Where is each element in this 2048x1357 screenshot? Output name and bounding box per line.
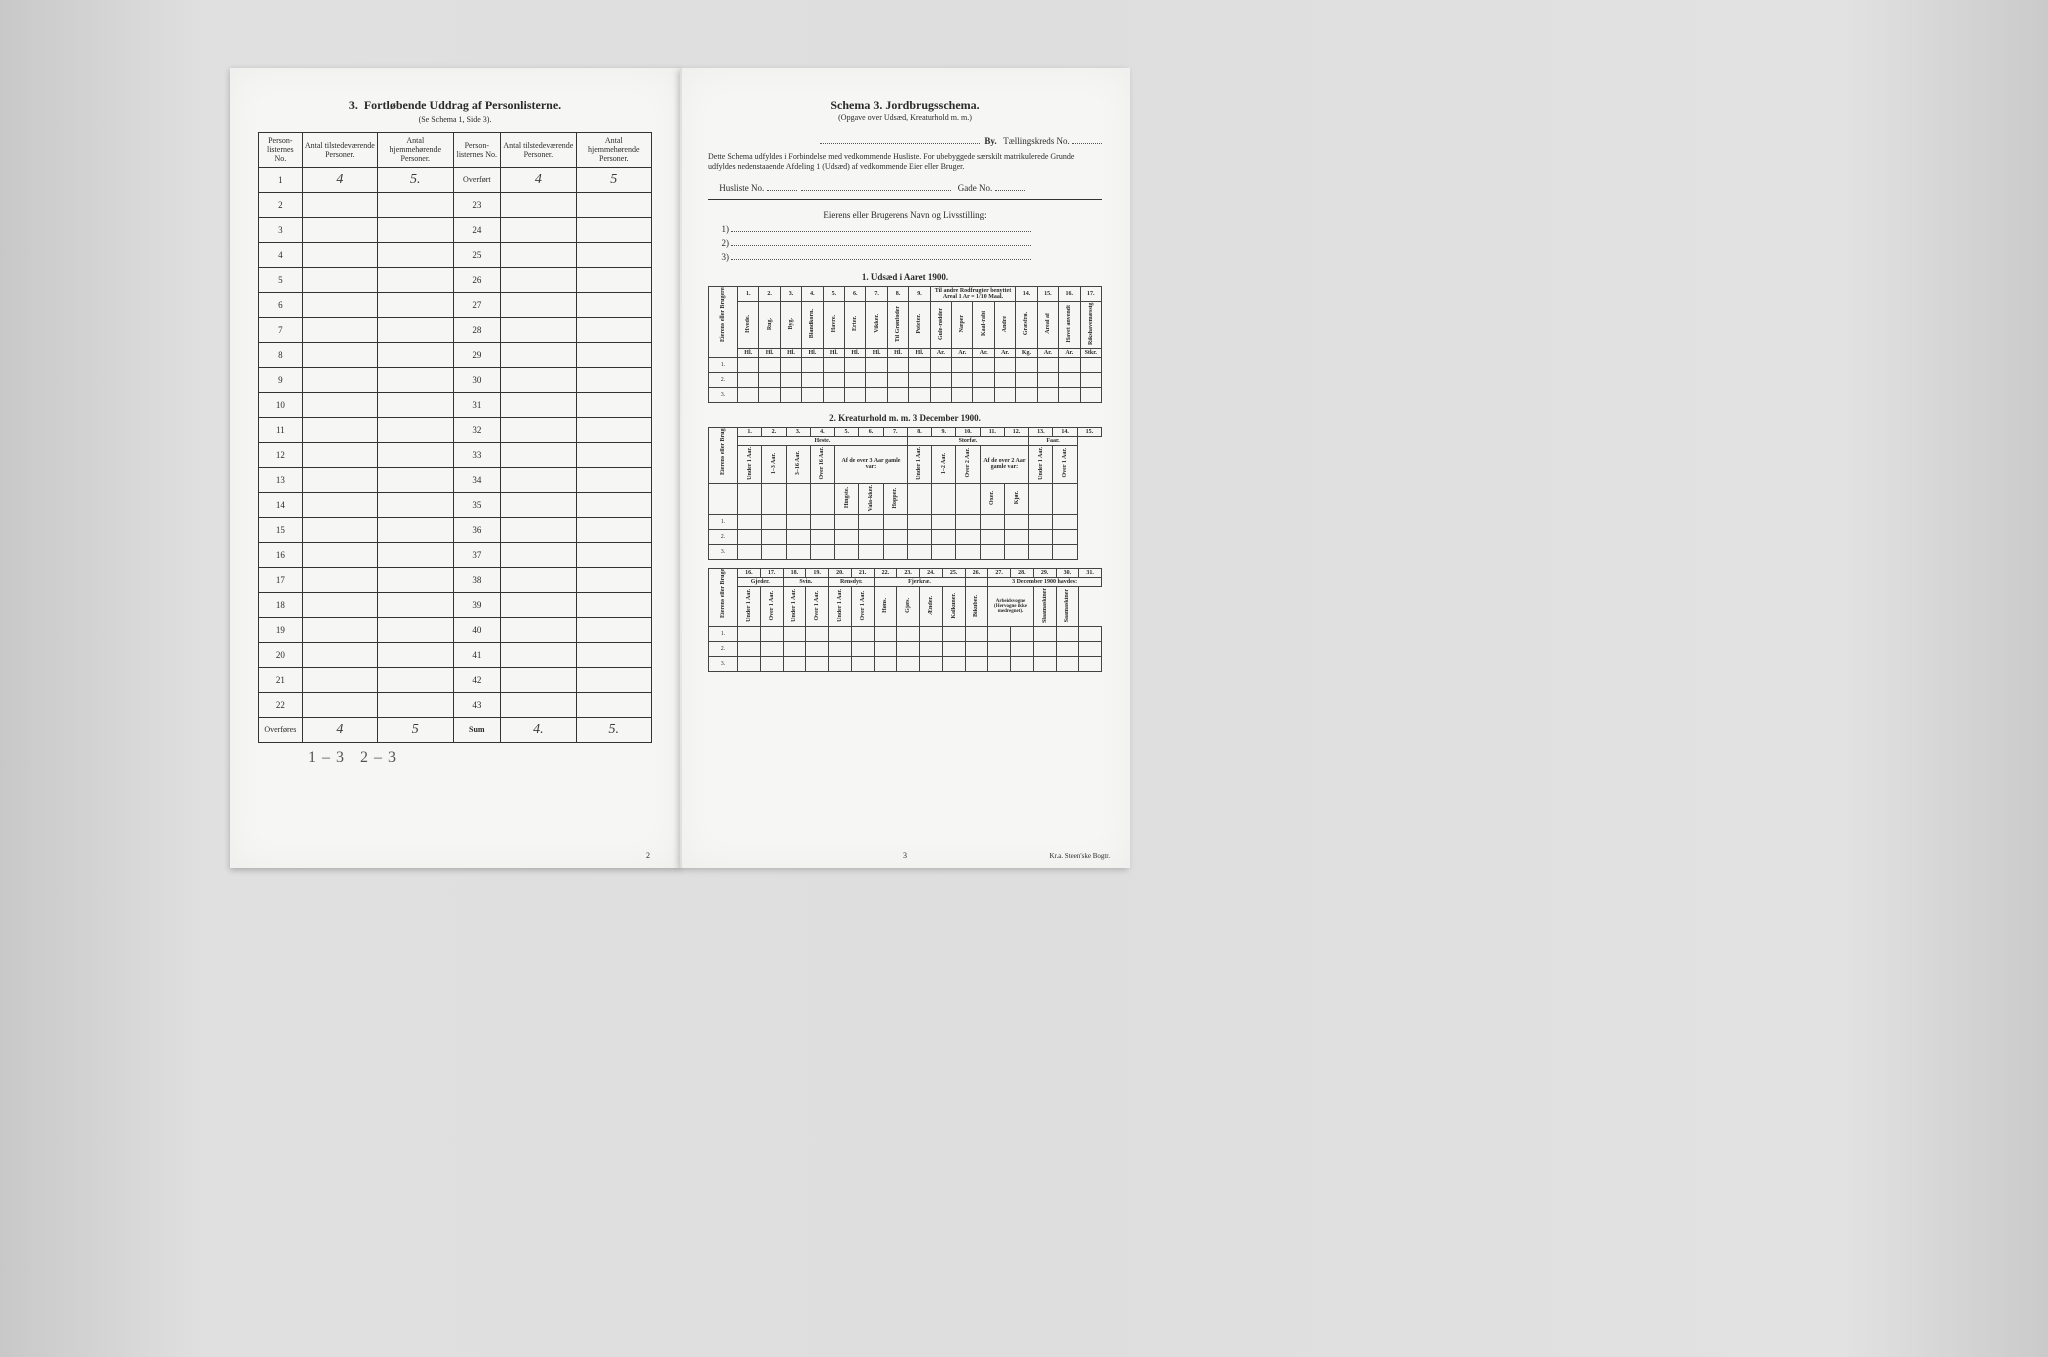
table-row: 1132 <box>259 417 652 442</box>
owner-line: 2) <box>708 238 1102 248</box>
col-present-2: Antal tilstedeværende Personer. <box>501 133 576 168</box>
table-row: 829 <box>259 342 652 367</box>
right-heading: Schema 3. Jordbrugsschema. <box>708 98 1102 113</box>
table-row: 223 <box>259 192 652 217</box>
table-row: 2243 <box>259 692 652 717</box>
table-row: 425 <box>259 242 652 267</box>
col-home-2: Antal hjemmehørende Personer. <box>576 133 651 168</box>
table-row: 2. <box>709 372 1102 387</box>
by-line: By. Tællingskreds No. <box>708 136 1102 146</box>
left-page-number: 2 <box>646 851 650 860</box>
left-page: 3. Fortløbende Uddrag af Personlisterne.… <box>230 68 680 868</box>
owner-heading: Eierens eller Brugerens Navn og Livsstil… <box>708 210 1102 220</box>
gade-label: Gade No. <box>958 183 993 193</box>
right-page-number: 3 <box>903 851 907 860</box>
page-fold <box>680 68 682 868</box>
table-row: 1738 <box>259 567 652 592</box>
husliste-line: Husliste No. Gade No. <box>708 183 1102 193</box>
husliste-label: Husliste No. <box>719 183 764 193</box>
table-row: 1536 <box>259 517 652 542</box>
table-kreatur-b: Eierens eller Brugerens Numer16.17.18.19… <box>708 568 1102 672</box>
table-row: 3. <box>709 387 1102 402</box>
table-row: 324 <box>259 217 652 242</box>
section1-title: 1. Udsæd i Aaret 1900. <box>708 272 1102 282</box>
table-row: 1435 <box>259 492 652 517</box>
table-row: 1334 <box>259 467 652 492</box>
table-row: 2. <box>709 530 1102 545</box>
table-row: 1. <box>709 357 1102 372</box>
table-udsaed: Eierens eller Brugerens Numer (se ovenfo… <box>708 286 1102 403</box>
owner-line: 3) <box>708 252 1102 262</box>
table-row: 1940 <box>259 617 652 642</box>
col-present: Antal tilstedeværende Personer. <box>302 133 377 168</box>
heading-text: Fortløbende Uddrag af Personlisterne. <box>364 98 561 112</box>
table-row: 2142 <box>259 667 652 692</box>
printer-credit: Kr.a. Steen'ske Bogtr. <box>1049 852 1110 860</box>
kreds-label: Tællingskreds No. <box>1003 136 1070 146</box>
table-row: 3. <box>709 545 1102 560</box>
table-row: 1. <box>709 627 1102 642</box>
table-row: 3. <box>709 657 1102 672</box>
owner-line: 1) <box>708 224 1102 234</box>
left-subheading: (Se Schema 1, Side 3). <box>258 115 652 124</box>
table-row: 627 <box>259 292 652 317</box>
person-table: Person- listernes No. Antal tilstedevære… <box>258 132 652 743</box>
table-footer-row: Overføres45Sum4.5. <box>259 717 652 742</box>
table-row: 2. <box>709 642 1102 657</box>
table-kreatur-a: Eierens eller Brugerens Numer1.2.3.4.5.6… <box>708 427 1102 560</box>
col-no: Person- listernes No. <box>259 133 303 168</box>
section2-title: 2. Kreaturhold m. m. 3 December 1900. <box>708 413 1102 423</box>
right-subheading: (Opgave over Udsæd, Kreaturhold m. m.) <box>708 113 1102 122</box>
left-heading: 3. Fortløbende Uddrag af Personlisterne. <box>258 98 652 113</box>
table-row: 1233 <box>259 442 652 467</box>
table-row: 2041 <box>259 642 652 667</box>
instruction-note: Dette Schema udfyldes i Forbindelse med … <box>708 152 1102 173</box>
table-row: 1839 <box>259 592 652 617</box>
table-row: 728 <box>259 317 652 342</box>
by-label: By. <box>984 136 996 146</box>
table-row: 1637 <box>259 542 652 567</box>
col-home: Antal hjemmehørende Personer. <box>378 133 453 168</box>
pencil-annotation: 1–3 2–3 <box>258 749 652 767</box>
table-row: 930 <box>259 367 652 392</box>
table-row: 1031 <box>259 392 652 417</box>
right-page: Schema 3. Jordbrugsschema. (Opgave over … <box>680 68 1130 868</box>
table-row: 1. <box>709 515 1102 530</box>
col-no-2: Person- listernes No. <box>453 133 501 168</box>
table-row: 145.Overført45 <box>259 167 652 192</box>
heading-num: 3. <box>349 98 358 112</box>
table-row: 526 <box>259 267 652 292</box>
